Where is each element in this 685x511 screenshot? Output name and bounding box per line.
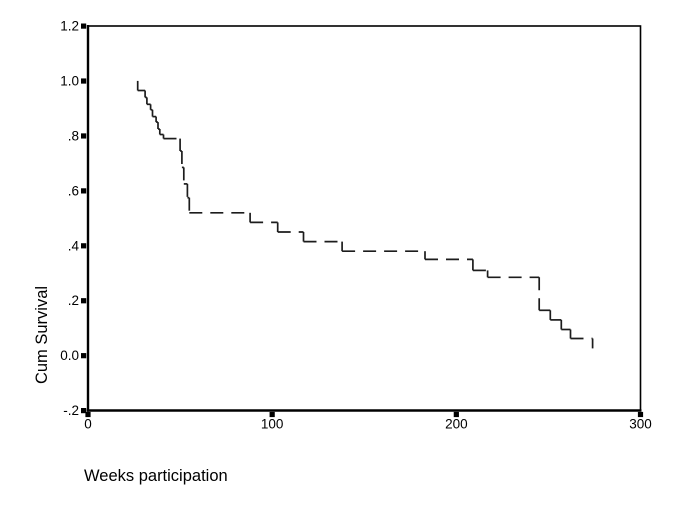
x-tick-mark	[453, 411, 459, 418]
x-axis-title: Weeks participation	[84, 467, 228, 485]
x-tick-mark	[269, 411, 275, 418]
y-tick-label: .6	[68, 183, 79, 198]
y-tick-label: -.2	[63, 403, 79, 418]
y-tick-mark	[81, 408, 87, 414]
y-tick-mark	[81, 298, 87, 304]
plot-frame	[87, 25, 642, 412]
y-tick-label: .4	[68, 238, 80, 253]
y-tick-mark	[81, 78, 87, 84]
x-tick-mark	[85, 411, 91, 418]
x-tick-label: 0	[84, 417, 92, 432]
y-tick-mark	[81, 133, 87, 139]
y-tick-mark	[81, 188, 87, 194]
x-tick-label: 200	[445, 417, 468, 432]
y-tick-label: 1.0	[60, 74, 79, 89]
x-tick-mark	[637, 411, 644, 418]
y-tick-label: 0.0	[60, 348, 79, 363]
survival-curve	[136, 80, 594, 349]
y-tick-label: .8	[68, 128, 79, 143]
y-tick-mark	[81, 243, 87, 249]
y-tick-mark	[81, 353, 87, 359]
x-tick-label: 300	[629, 417, 652, 432]
y-axis-title: Cum Survival	[33, 286, 51, 384]
y-tick-label: .2	[68, 293, 79, 308]
y-tick-label: 1.2	[60, 19, 79, 34]
y-tick-mark	[81, 23, 87, 29]
x-tick-label: 100	[261, 417, 284, 432]
